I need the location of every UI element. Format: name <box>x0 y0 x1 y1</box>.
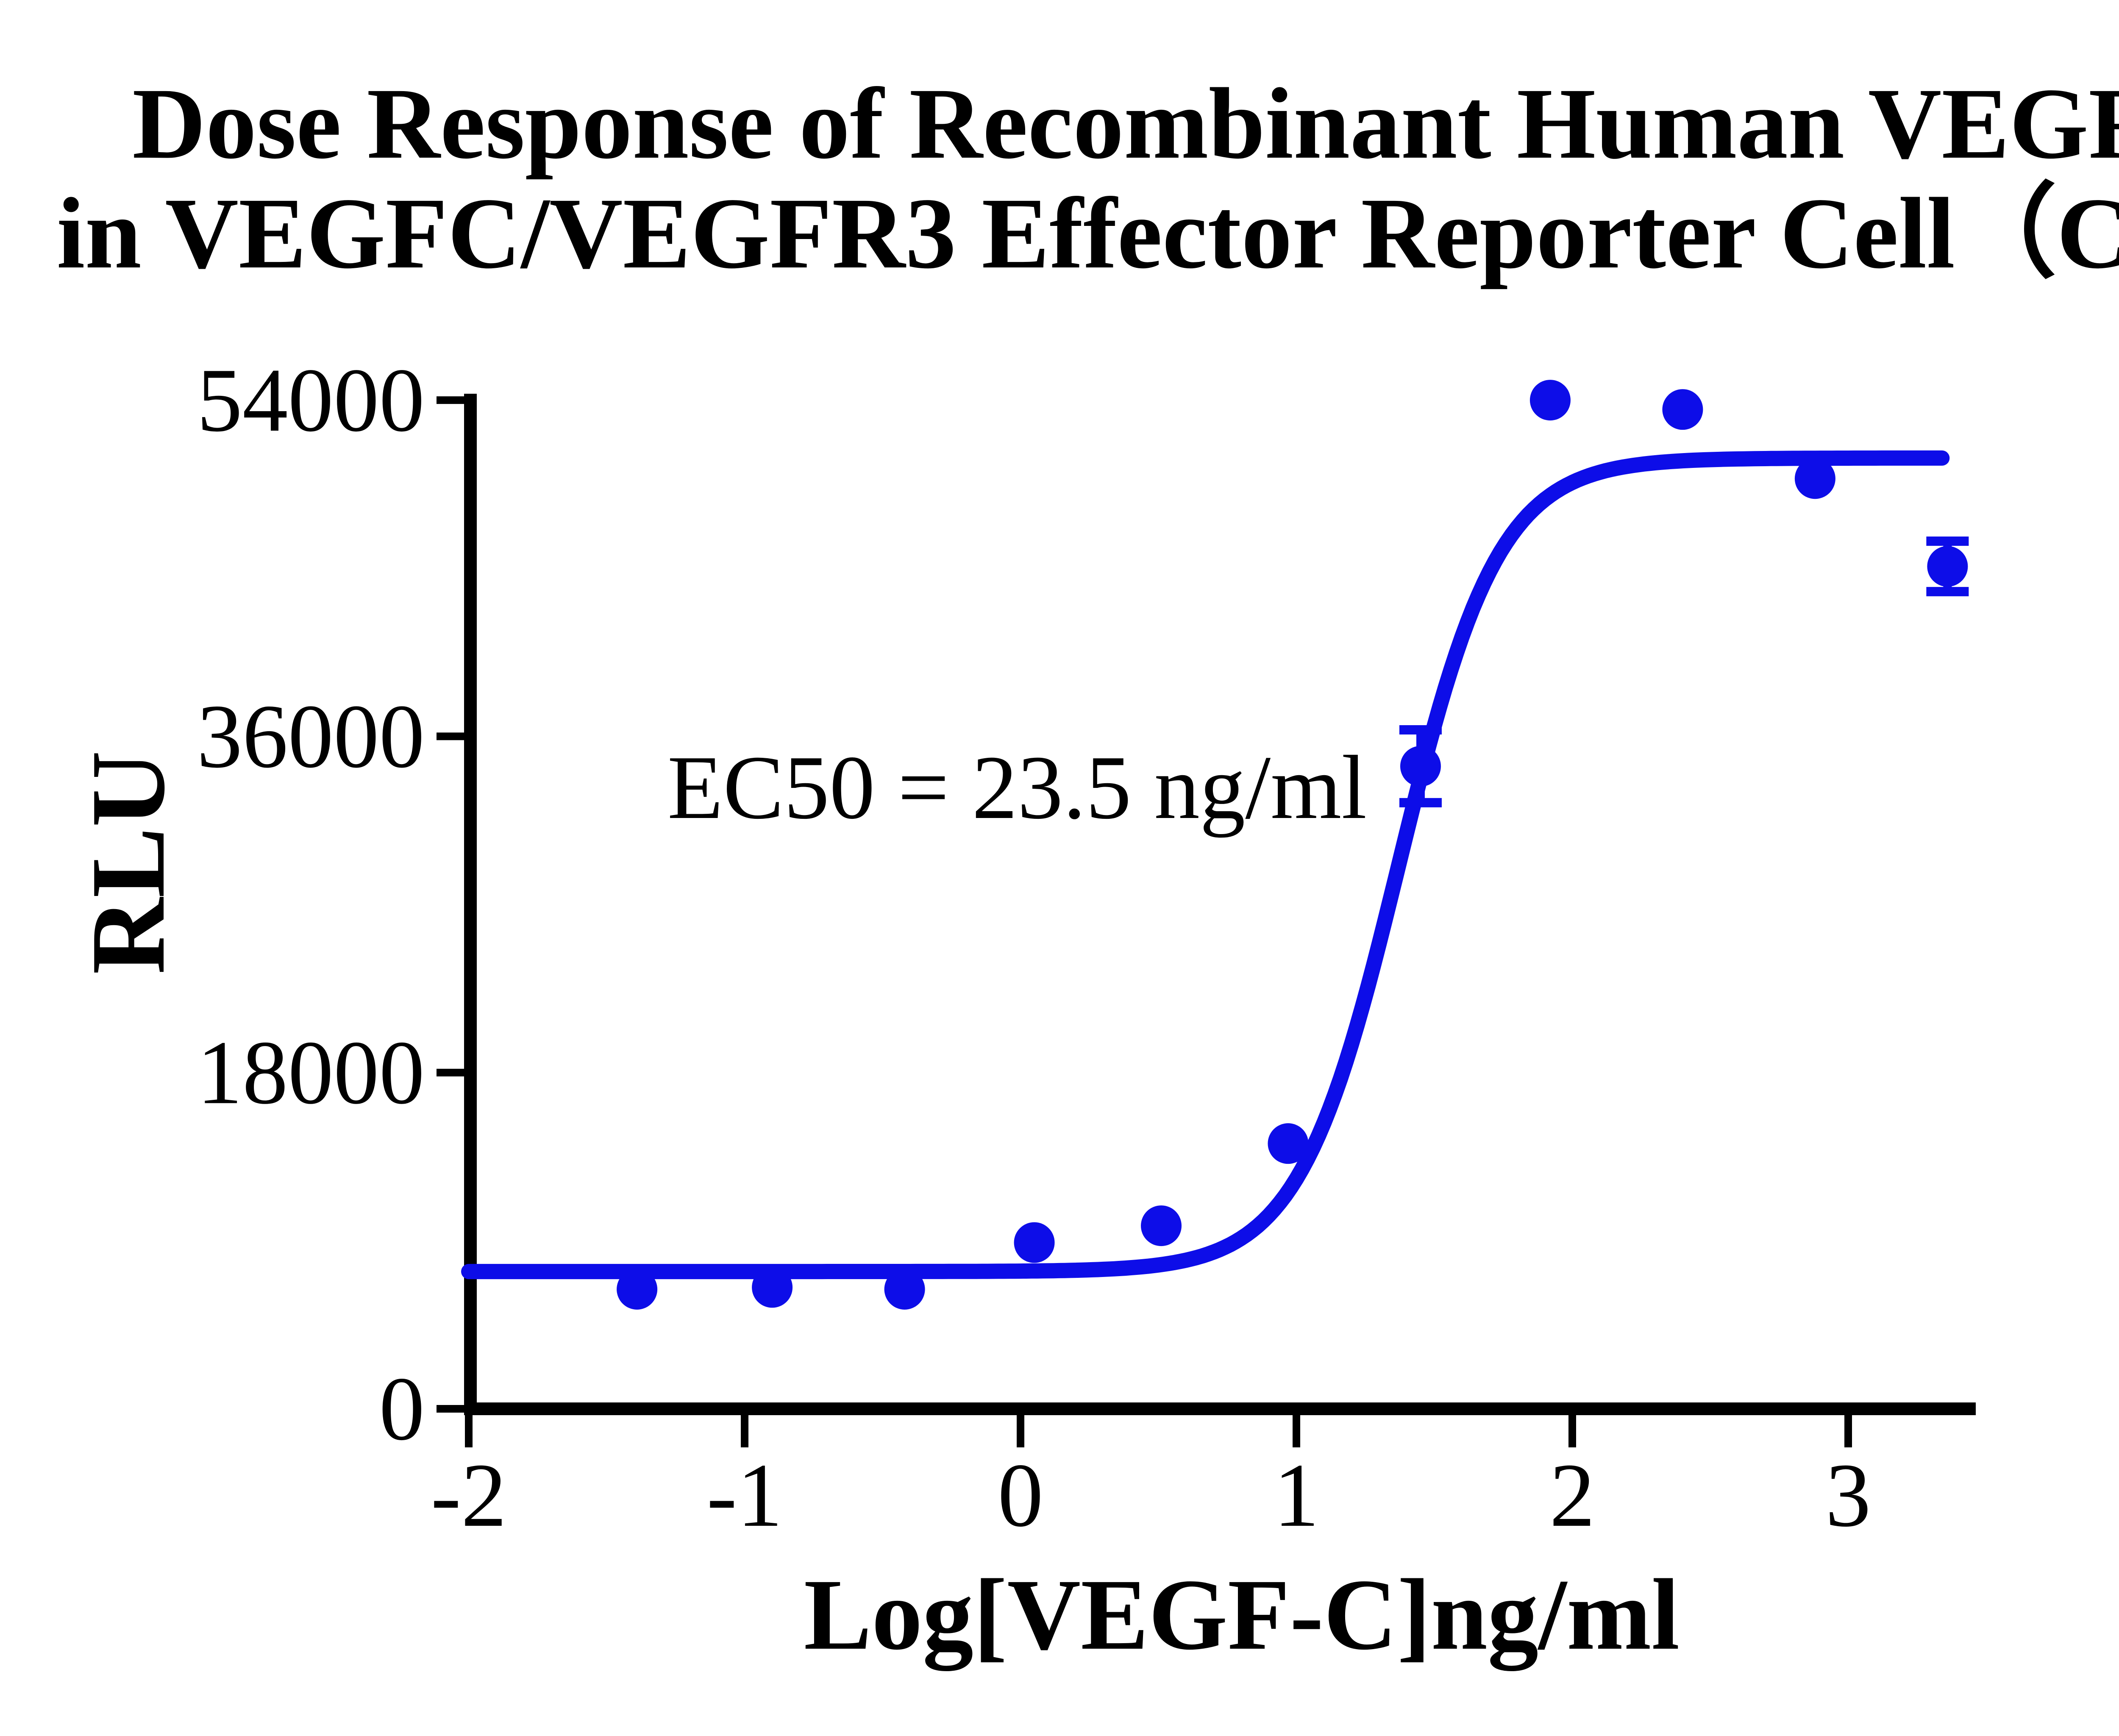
x-axis-ticks: -2 -1 0 1 2 3 <box>431 1415 1871 1546</box>
x-tick-label: 0 <box>998 1444 1043 1546</box>
x-axis-title: Log[VEGF-C]ng/ml <box>804 1558 1680 1671</box>
data-point <box>1014 1222 1055 1263</box>
data-point <box>1794 458 1835 499</box>
ec50-annotation: EC50 = 23.5 ng/ml <box>667 737 1367 838</box>
x-tick-label: 1 <box>1274 1444 1319 1546</box>
y-tick-label: 0 <box>379 1358 425 1459</box>
chart-title-line1: Dose Response of Recombinant Human VEGF-… <box>132 67 2119 180</box>
data-point <box>1268 1123 1309 1164</box>
data-point <box>1141 1205 1182 1246</box>
fit-curve <box>461 450 1950 1280</box>
data-point <box>752 1267 793 1308</box>
y-tick-label: 54000 <box>197 349 425 451</box>
data-point <box>1927 546 1968 587</box>
y-tick-label: 18000 <box>197 1022 425 1123</box>
dose-response-curve <box>461 450 1950 1280</box>
x-tick-label: -1 <box>706 1444 782 1546</box>
x-tick-label: 2 <box>1549 1444 1595 1546</box>
x-tick-label: 3 <box>1825 1444 1871 1546</box>
data-points <box>617 380 1969 1310</box>
data-point <box>1662 389 1703 430</box>
chart-title: Dose Response of Recombinant Human VEGF-… <box>0 67 2119 290</box>
data-point <box>1529 380 1571 421</box>
data-point <box>617 1269 658 1310</box>
x-tick-label: -2 <box>431 1444 506 1546</box>
y-axis-title: RLU <box>70 751 187 974</box>
y-axis-ticks: 0 18000 36000 54000 <box>197 349 464 1459</box>
data-point <box>1400 746 1441 787</box>
data-point <box>884 1269 925 1310</box>
chart-title-line2: in VEGFC/VEGFR3 Effector Reporter Cell（C… <box>56 177 2119 290</box>
y-tick-label: 36000 <box>197 685 425 787</box>
